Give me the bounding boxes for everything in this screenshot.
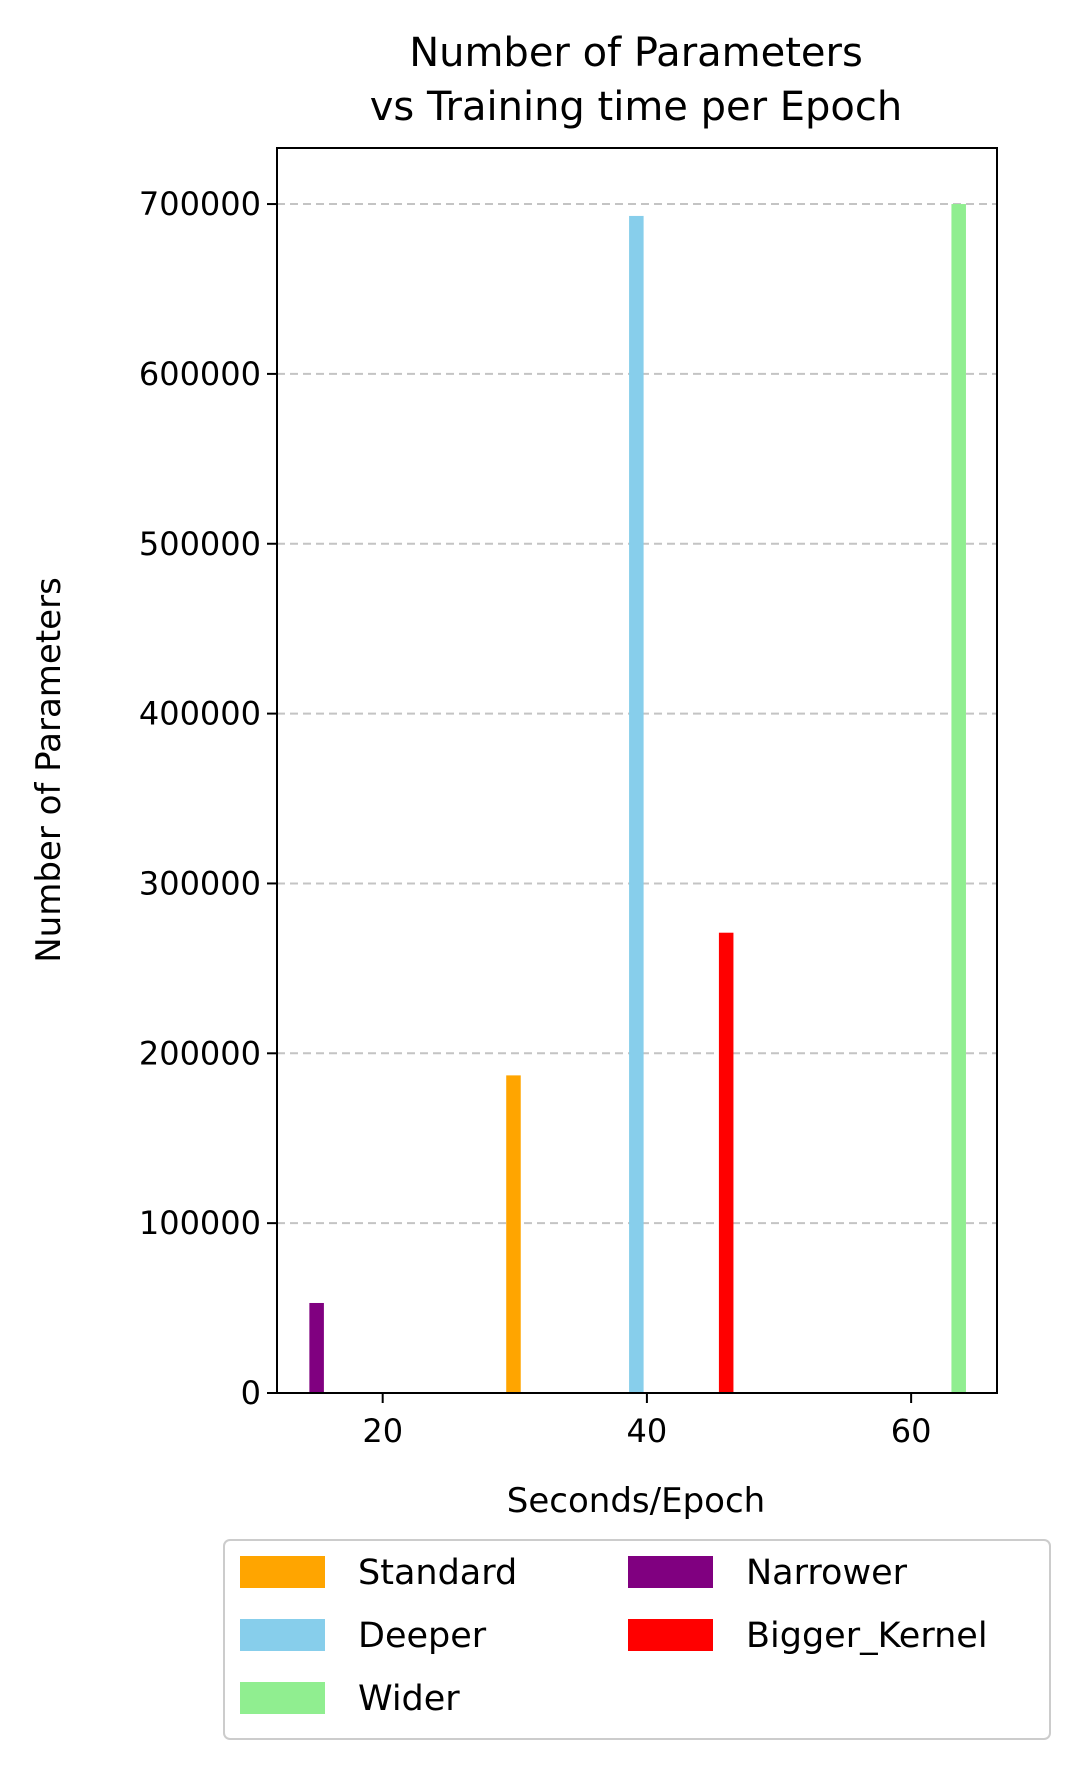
legend-swatch-standard (240, 1556, 325, 1588)
x-tick-label: 60 (891, 1412, 932, 1450)
x-axis-label: Seconds/Epoch (507, 1481, 765, 1521)
chart-title-line-2: vs Training time per Epoch (370, 84, 903, 130)
legend-label-narrower: Narrower (746, 1553, 908, 1593)
legend-label-deeper: Deeper (358, 1616, 487, 1656)
legend-swatch-deeper (240, 1619, 325, 1651)
y-tick-label: 100000 (139, 1204, 261, 1242)
bar-narrower (309, 1302, 324, 1393)
x-tick-label: 20 (362, 1412, 403, 1450)
y-tick-label: 400000 (139, 695, 261, 733)
legend-label-wider: Wider (358, 1679, 460, 1719)
y-tick-label: 0 (241, 1374, 261, 1412)
y-axis-ticks: 0 100000 200000 300000 400000 500000 600000 700… (139, 185, 277, 1412)
legend-swatch-wider (240, 1682, 325, 1714)
y-axis-label: Number of Parameters (29, 577, 69, 963)
bar-bigger-kernel (718, 932, 734, 1393)
bar-wider (951, 204, 966, 1393)
x-tick-label: 40 (627, 1412, 668, 1450)
x-axis-ticks: 20 40 60 (362, 1393, 931, 1450)
plot-area-frame (276, 147, 998, 1394)
y-tick-label: 200000 (139, 1034, 261, 1072)
bar-standard (506, 1075, 521, 1393)
bars (309, 204, 966, 1394)
y-tick-label: 600000 (139, 355, 261, 393)
y-tick-label: 700000 (139, 185, 261, 223)
y-tick-label: 500000 (139, 525, 261, 563)
y-tick-label: 300000 (139, 864, 261, 902)
y-grid (277, 203, 997, 1225)
legend-swatch-bigger-kernel (628, 1619, 713, 1651)
chart-title-line-1: Number of Parameters (409, 30, 863, 76)
legend-label-standard: Standard (358, 1553, 517, 1593)
bar-deeper (629, 215, 644, 1394)
legend: Standard Deeper Wider Narrower Bigger_Kernel (223, 1539, 1051, 1740)
legend-label-bigger-kernel: Bigger_Kernel (746, 1616, 988, 1656)
legend-swatch-narrower (628, 1556, 713, 1588)
